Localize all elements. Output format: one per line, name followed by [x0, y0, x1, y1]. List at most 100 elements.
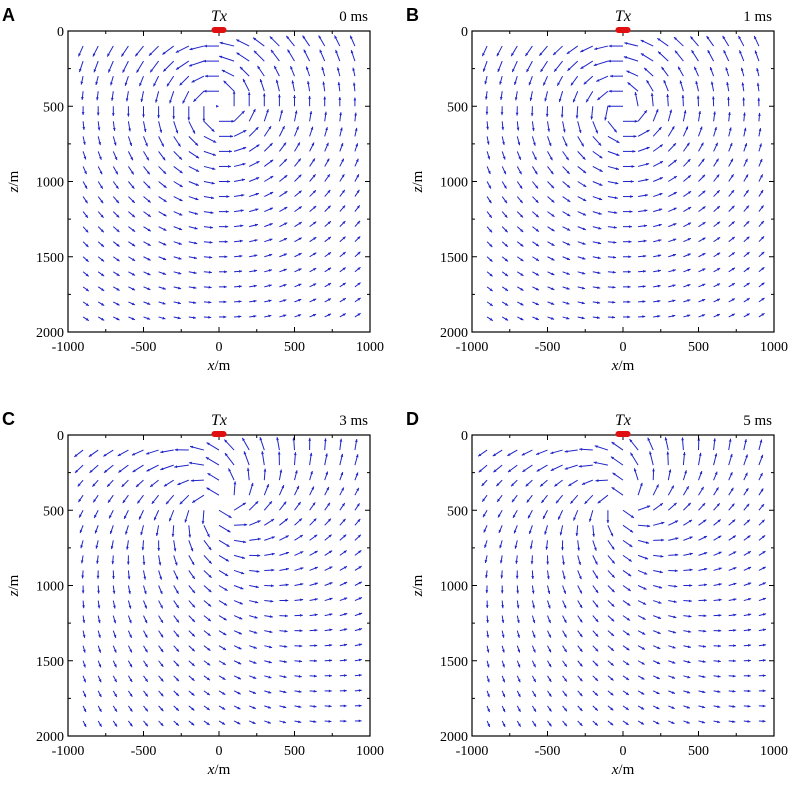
vector-arrow — [501, 196, 508, 204]
vector-arrow — [173, 600, 180, 609]
vector-arrow — [249, 299, 257, 303]
vector-arrow — [592, 316, 600, 319]
vector-arrow — [592, 121, 599, 134]
vector-arrow — [206, 442, 220, 451]
vector-arrow — [531, 136, 536, 146]
vector-arrow — [547, 211, 555, 218]
vector-arrow — [279, 535, 289, 541]
vector-arrow — [74, 449, 84, 458]
x-tick-label: 1000 — [760, 744, 788, 759]
vector-arrow — [577, 226, 587, 231]
vector-arrow — [501, 316, 509, 321]
vector-arrow — [112, 211, 120, 218]
transmitter-bar — [615, 27, 631, 33]
vector-arrow — [698, 720, 706, 724]
vector-arrow — [728, 689, 736, 693]
vector-arrow — [188, 166, 200, 173]
vector-arrow — [143, 256, 151, 261]
vector-arrow — [637, 482, 643, 496]
vector-arrow — [218, 509, 232, 519]
vector-arrow — [668, 520, 679, 526]
vector-arrow — [324, 471, 329, 481]
vector-arrow — [324, 719, 332, 723]
vector-arrow — [529, 91, 533, 101]
vector-arrow — [97, 241, 105, 248]
vector-arrow — [482, 60, 488, 72]
vector-arrow — [127, 675, 133, 683]
vector-arrow — [249, 554, 261, 557]
vector-arrow — [637, 630, 646, 635]
vector-arrow — [219, 315, 227, 319]
vector-arrow — [713, 519, 722, 526]
x-tick-label: -1000 — [52, 744, 85, 759]
vector-arrow — [638, 300, 646, 303]
vector-arrow — [324, 643, 333, 647]
vector-arrow — [683, 174, 692, 182]
vector-arrow — [126, 540, 129, 550]
vector-arrow — [269, 36, 280, 47]
vector-arrow — [743, 267, 750, 273]
vector-arrow — [218, 539, 230, 548]
vector-arrow — [309, 298, 317, 303]
vector-arrow — [131, 449, 144, 456]
vector-arrow — [88, 449, 99, 458]
vector-arrow — [117, 449, 129, 457]
vector-arrow — [531, 570, 535, 580]
vector-arrow — [728, 487, 734, 496]
x-axis-label: x/m — [611, 358, 635, 374]
vector-arrow — [713, 487, 719, 496]
vector-arrow — [607, 135, 620, 144]
vector-arrow — [128, 256, 136, 262]
vector-arrow — [607, 226, 617, 229]
vector-arrow — [264, 284, 272, 288]
vector-arrow — [653, 645, 661, 650]
vector-arrow — [339, 658, 348, 662]
y-axis-label-unit: /m — [6, 170, 22, 186]
vector-field — [481, 35, 765, 322]
vector-arrow — [758, 174, 764, 182]
vector-arrow — [743, 205, 750, 212]
vector-arrow — [557, 510, 564, 520]
vector-arrow — [486, 181, 492, 189]
vector-arrow — [309, 221, 317, 228]
vector-arrow — [216, 104, 219, 108]
vector-arrow — [354, 643, 363, 647]
vector-arrow — [501, 705, 506, 713]
vector-arrow — [158, 690, 164, 697]
vector-arrow — [307, 80, 311, 92]
vector-arrow — [264, 175, 274, 182]
vector-arrow — [112, 645, 117, 653]
vector-arrow — [203, 89, 219, 93]
vector-arrow — [493, 464, 503, 473]
vector-arrow — [339, 313, 347, 318]
vector-arrow — [592, 630, 599, 637]
vector-arrow — [517, 286, 524, 291]
vector-arrow — [592, 150, 603, 159]
x-axis: -1000 -500 0 500 1000 — [52, 435, 384, 759]
vector-arrow — [249, 223, 259, 228]
vector-arrow — [339, 127, 343, 137]
vector-arrow — [577, 675, 583, 682]
vector-arrow — [486, 630, 490, 638]
vector-arrow — [682, 142, 690, 152]
vector-arrow — [249, 630, 258, 634]
vector-arrow — [96, 555, 99, 564]
vector-arrow — [182, 90, 190, 104]
vector-arrow — [516, 630, 520, 638]
vector-arrow — [516, 136, 521, 146]
vector-arrow — [713, 674, 721, 678]
vector-arrow — [604, 106, 609, 121]
vector-arrow — [541, 494, 548, 504]
vector-arrow — [539, 479, 548, 487]
vector-arrow — [501, 600, 504, 609]
panel-label: A — [2, 5, 15, 25]
vector-arrow — [127, 615, 132, 624]
vector-arrow — [728, 267, 736, 273]
vector-arrow — [249, 314, 257, 318]
vector-arrow — [630, 452, 639, 466]
vector-arrow — [324, 236, 332, 243]
vector-arrow — [556, 75, 564, 86]
vector-arrow — [233, 645, 242, 650]
vector-arrow — [294, 268, 302, 273]
vector-arrow — [758, 613, 767, 617]
